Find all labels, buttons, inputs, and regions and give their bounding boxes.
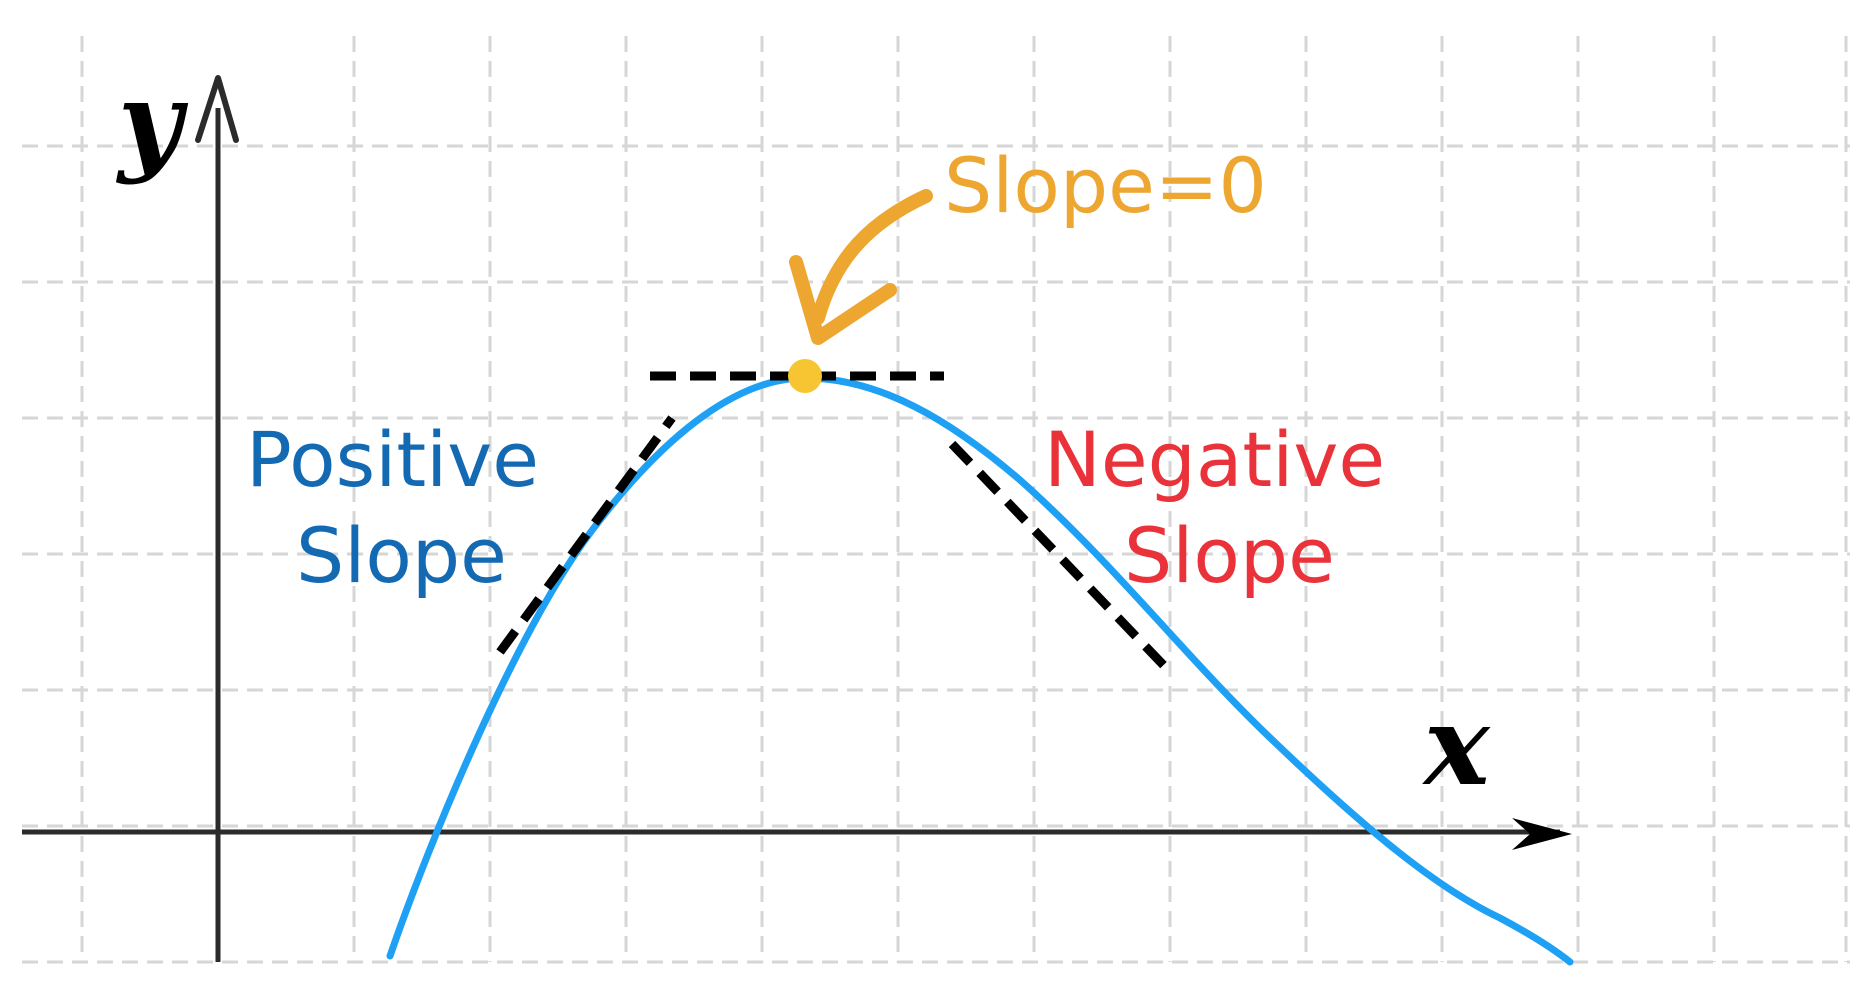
negative-slope-tangent <box>948 440 1174 676</box>
zero-slope-label: Slope=0 <box>944 141 1267 230</box>
positive-slope-tangent <box>496 415 676 655</box>
x-axis-arrow-icon <box>1512 818 1572 850</box>
zero-slope-callout-arrowhead-icon <box>789 255 897 345</box>
x-axis-label: x <box>1422 681 1491 810</box>
axes <box>22 75 1572 962</box>
negative-slope-label-line1: Negative <box>1044 415 1385 504</box>
y-axis-label: y <box>115 57 189 186</box>
positive-slope-label-line2: Slope <box>296 511 507 600</box>
negative-slope-label-line2: Slope <box>1124 511 1335 600</box>
peak-point <box>788 359 822 393</box>
zero-slope-callout-arrow-icon <box>811 189 933 325</box>
function-curve <box>386 374 1574 966</box>
positive-slope-label-line1: Positive <box>246 415 539 504</box>
grid <box>22 36 1850 964</box>
y-axis-arrow-icon <box>195 75 239 143</box>
